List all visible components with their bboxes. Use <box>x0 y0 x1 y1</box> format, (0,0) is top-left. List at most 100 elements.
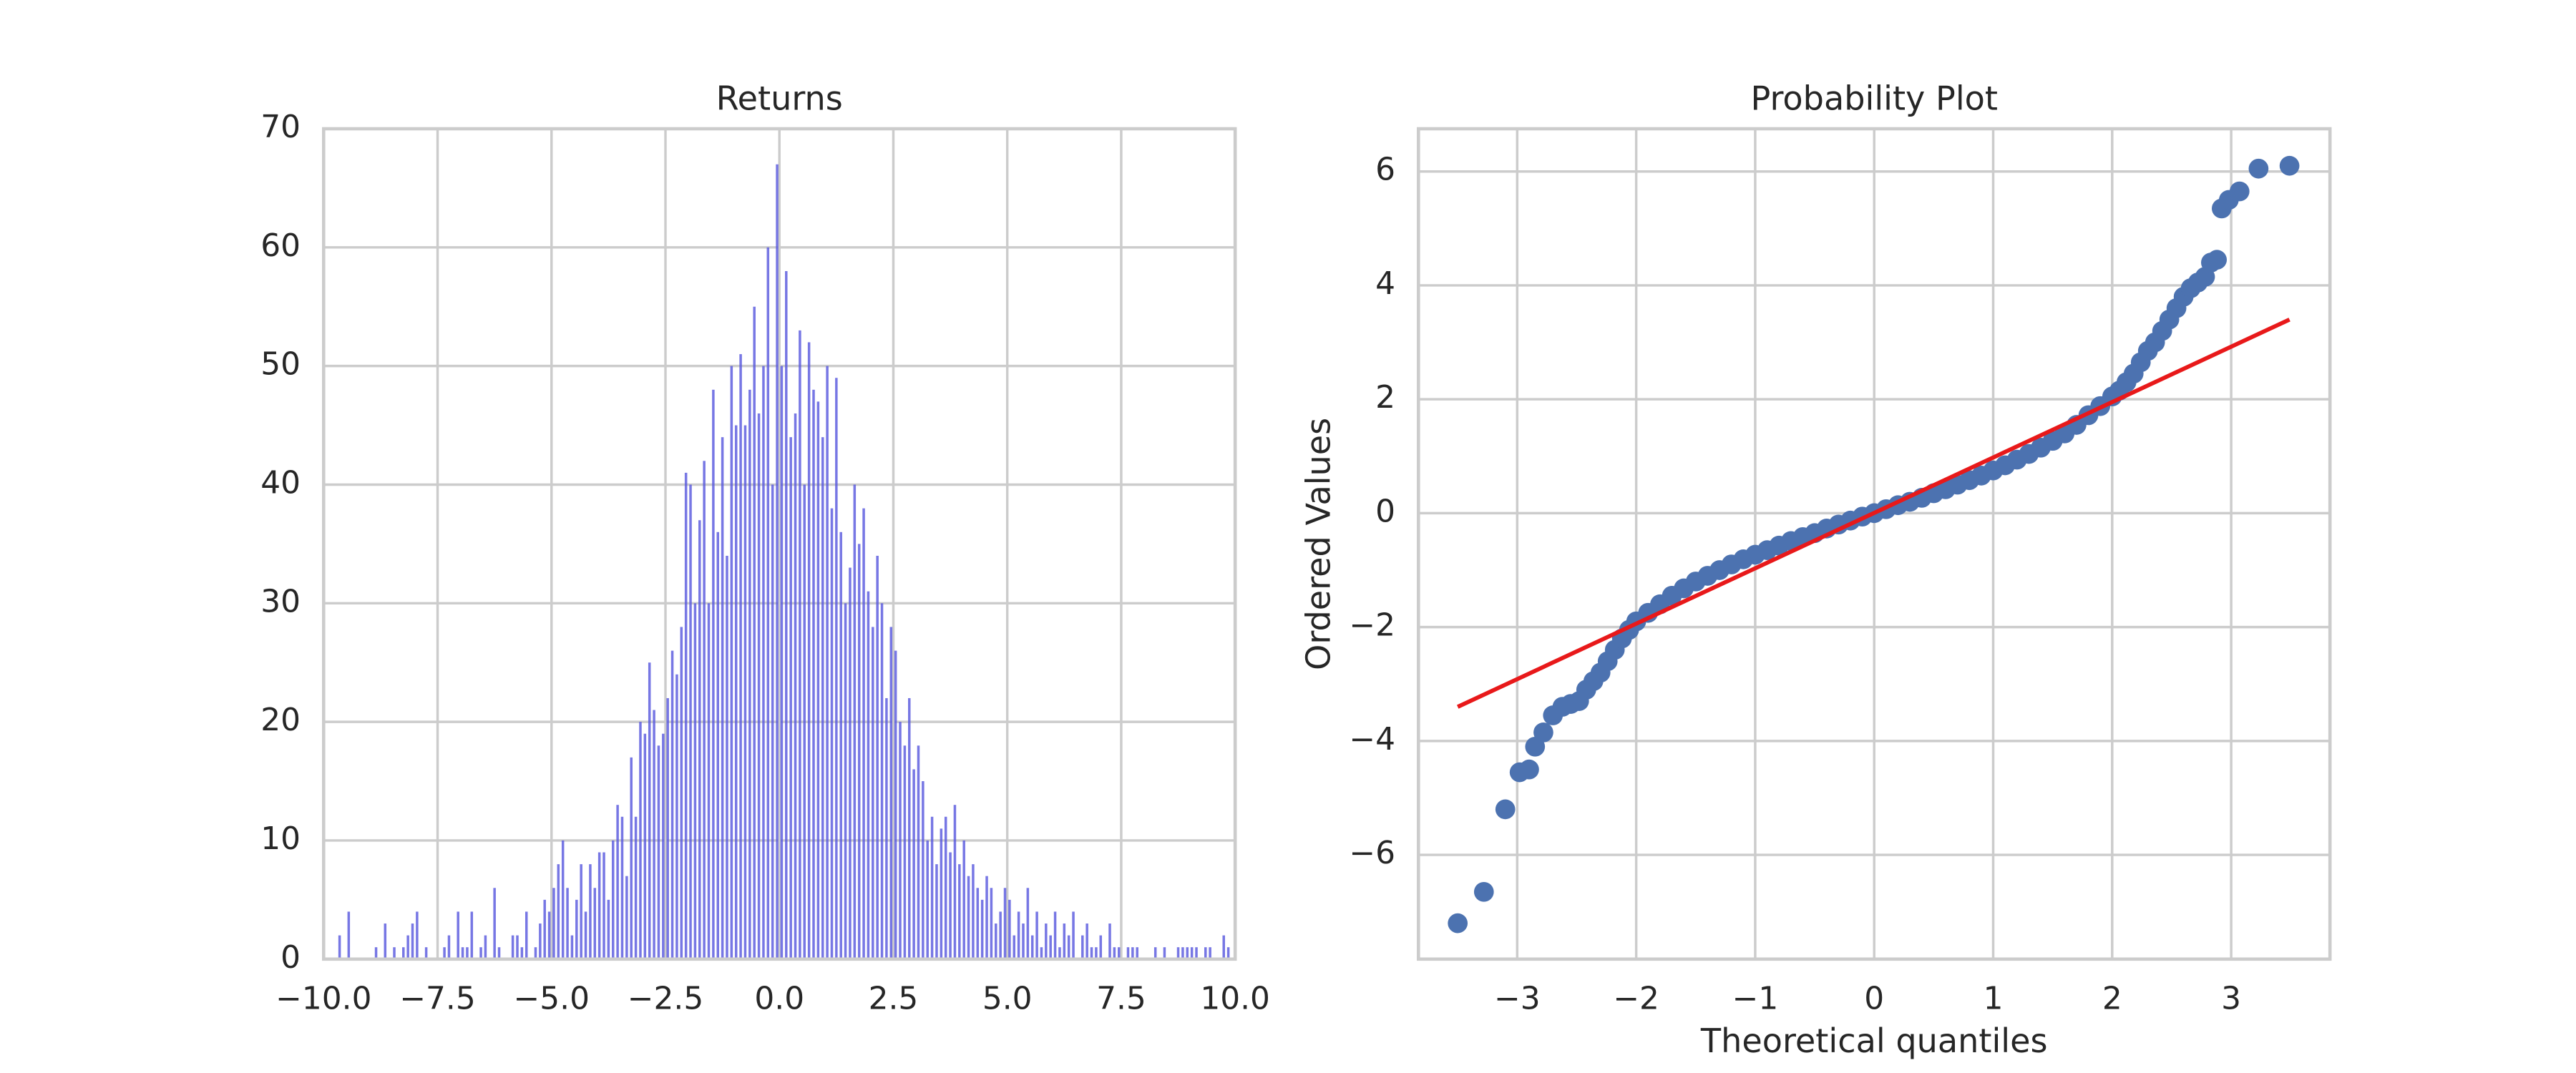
y-tick-label: 70 <box>260 109 301 145</box>
bar <box>753 306 756 959</box>
bar <box>566 888 569 959</box>
bar <box>721 437 724 959</box>
bar <box>511 935 514 959</box>
x-tick-label: 0 <box>1864 980 1884 1016</box>
bar <box>885 697 888 959</box>
bar <box>930 816 934 959</box>
bar <box>648 662 651 959</box>
bar <box>543 899 546 959</box>
bar <box>922 781 924 959</box>
bar <box>347 911 351 959</box>
bar <box>999 911 1002 959</box>
y-tick-label: 6 <box>1375 152 1395 188</box>
bar <box>684 472 688 959</box>
bar <box>1108 923 1111 959</box>
bar <box>1085 923 1088 959</box>
bar <box>1195 947 1198 959</box>
point <box>2248 158 2269 179</box>
bar <box>639 722 642 959</box>
bar <box>889 627 893 959</box>
point <box>1519 759 1539 780</box>
bar <box>730 366 733 959</box>
x-tick-label: −2.5 <box>628 980 703 1016</box>
bar <box>643 733 647 959</box>
bar <box>1190 947 1194 959</box>
bar <box>826 366 829 959</box>
bar <box>830 508 834 959</box>
bar <box>1186 947 1189 959</box>
bar <box>995 923 997 959</box>
y-tick-label: 4 <box>1375 265 1395 302</box>
bar <box>972 864 975 959</box>
bar <box>479 947 482 959</box>
bar <box>953 805 957 959</box>
x-tick-label: 1 <box>1984 980 2004 1016</box>
bar <box>675 674 678 959</box>
y-tick-label: 20 <box>260 702 301 738</box>
bar <box>967 876 970 959</box>
point <box>1473 881 1494 902</box>
bar <box>980 899 984 959</box>
bar <box>484 935 487 959</box>
bar <box>1163 947 1166 959</box>
bar <box>1063 923 1066 959</box>
bar <box>1022 923 1025 959</box>
bar <box>338 935 341 959</box>
bar <box>493 888 496 959</box>
bar <box>958 864 961 959</box>
bar <box>1017 911 1020 959</box>
bar <box>1095 947 1098 959</box>
bar <box>743 425 747 959</box>
bar <box>1176 947 1180 959</box>
bar <box>630 757 633 959</box>
bar <box>821 437 824 959</box>
bar <box>411 923 414 959</box>
bar <box>926 840 929 959</box>
bar <box>839 531 842 959</box>
bar <box>693 603 697 959</box>
bar <box>516 935 519 959</box>
bar <box>597 852 601 959</box>
y-tick-label: 0 <box>280 939 301 976</box>
bar <box>616 805 619 959</box>
bar <box>416 911 419 959</box>
bar <box>1045 923 1048 959</box>
bar <box>780 366 784 959</box>
x-tick-label: 2.5 <box>869 980 919 1016</box>
bar <box>461 947 464 959</box>
bar <box>1181 947 1184 959</box>
bar <box>912 769 915 959</box>
bar <box>520 947 524 959</box>
bar <box>894 650 897 959</box>
bar <box>424 947 428 959</box>
bar <box>584 911 587 959</box>
bar <box>734 425 738 959</box>
bar <box>384 923 387 959</box>
bar <box>1026 888 1030 959</box>
chart-title: Probability Plot <box>1750 79 1998 117</box>
y-tick-label: −4 <box>1349 721 1395 758</box>
bar <box>771 484 774 959</box>
bar <box>867 591 870 959</box>
x-tick-label: 7.5 <box>1096 980 1146 1016</box>
point <box>2229 181 2250 202</box>
bar <box>698 520 701 959</box>
y-tick-label: −6 <box>1349 835 1395 871</box>
bar <box>1204 947 1207 959</box>
bar <box>1209 947 1211 959</box>
bar <box>393 947 396 959</box>
bar <box>612 840 615 959</box>
bar <box>1136 947 1138 959</box>
bar <box>712 389 715 959</box>
bar <box>1035 911 1038 959</box>
bar <box>726 555 728 959</box>
bar <box>457 911 459 959</box>
bar <box>570 935 574 959</box>
bar <box>1226 947 1230 959</box>
bar <box>561 840 565 959</box>
bar <box>402 947 405 959</box>
bar <box>857 544 861 959</box>
bar <box>707 603 711 959</box>
bar <box>940 828 943 959</box>
chart-title: Returns <box>716 79 843 117</box>
